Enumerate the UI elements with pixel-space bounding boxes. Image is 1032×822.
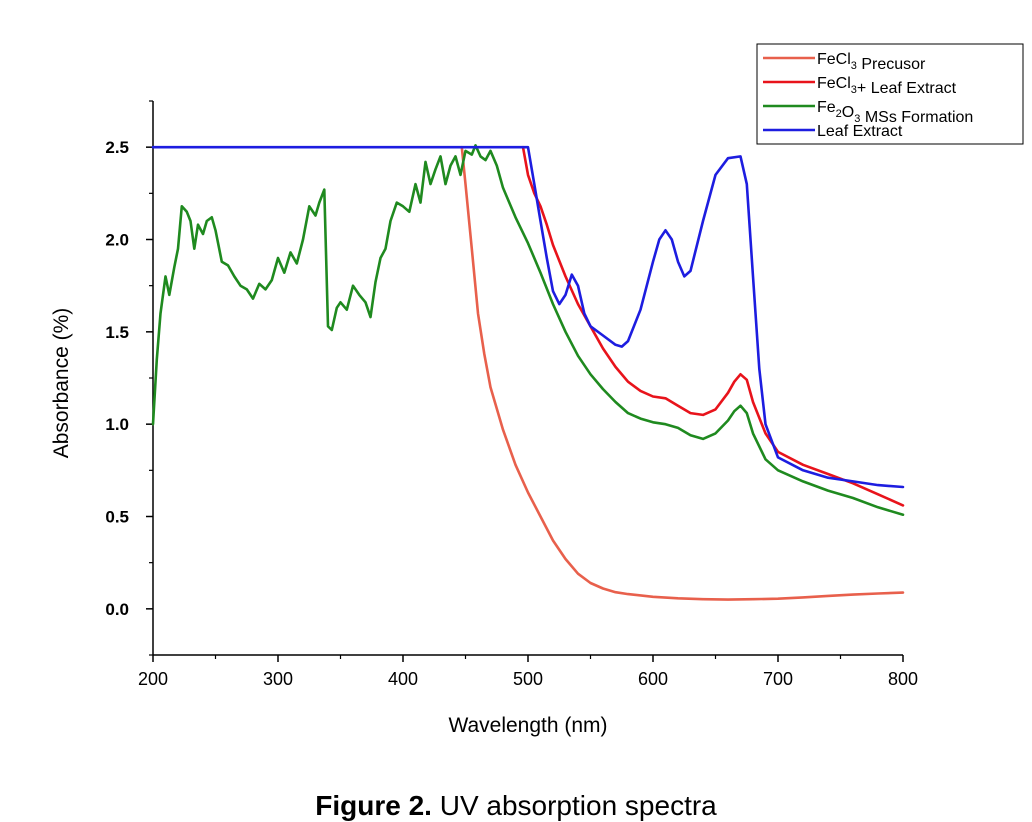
x-tick-label: 200 xyxy=(138,669,168,689)
x-tick-label: 700 xyxy=(763,669,793,689)
series-line xyxy=(460,145,905,601)
series-line xyxy=(521,145,905,507)
y-tick-label: 1.5 xyxy=(105,323,129,342)
plot-area xyxy=(151,144,905,601)
absorbance-chart: 200 300 400 500 600 700 8000.00.51.01.52.02.5 … xyxy=(50,43,1024,737)
y-tick-label: 0.0 xyxy=(105,600,129,619)
series-line xyxy=(151,145,905,489)
x-tick-label: 400 xyxy=(388,669,418,689)
chart-axes: 200 300 400 500 600 700 800 0.0 0.5 1.0 1.5 2.0 2.5 xyxy=(105,100,918,689)
figure-label: Figure 2. xyxy=(315,790,432,821)
x-tick-label: 500 xyxy=(513,669,543,689)
x-tick-label: 600 xyxy=(638,669,668,689)
legend-box xyxy=(756,43,1024,145)
y-axis-label: Absorbance (%) xyxy=(50,308,73,459)
y-tick-label: 0.5 xyxy=(105,508,129,527)
series-line xyxy=(151,144,905,516)
legend-label: FeCl3 Precusor xyxy=(817,51,926,73)
legend-label: FeCl3+ Leaf Extract xyxy=(817,75,957,97)
y-tick-label: 1.0 xyxy=(105,415,129,434)
y-tick-label: 2.0 xyxy=(105,231,129,250)
x-tick-label: 300 xyxy=(263,669,293,689)
legend-label: Leaf Extract xyxy=(817,123,903,140)
x-axis-label: Wavelength (nm) xyxy=(448,714,607,737)
y-tick-label: 2.5 xyxy=(105,138,129,157)
legend-label: Fe2O3 MSs Formation xyxy=(817,99,973,126)
figure-caption-text: UV absorption spectra xyxy=(431,790,717,821)
x-tick-label: 800 xyxy=(888,669,918,689)
figure-caption: Figure 2. UV absorption spectra xyxy=(0,790,1032,822)
